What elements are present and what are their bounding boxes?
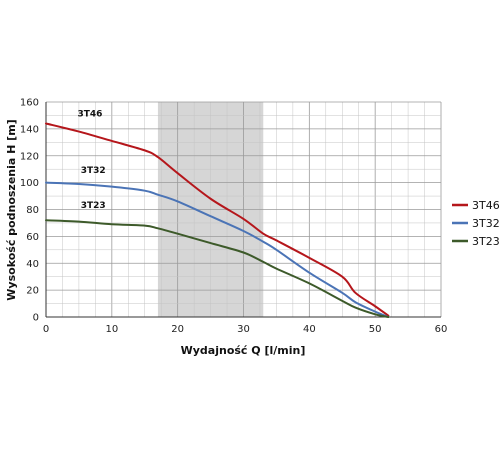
curve-label-3t23: 3T23	[81, 201, 106, 211]
y-tick-label: 80	[26, 205, 39, 216]
y-tick-label: 40	[26, 259, 39, 270]
y-tick-label: 120	[20, 151, 39, 162]
x-tick-label: 40	[303, 324, 316, 335]
curve-label-3t32: 3T32	[81, 166, 106, 176]
tick-labels-layer: 0 10 20 30 40 50 60 0 20 40 60 80 100 120 140 160	[20, 98, 447, 336]
legend-label-3t32: 3T32	[472, 217, 500, 230]
x-tick-label: 10	[105, 324, 118, 335]
legend-label-3t46: 3T46	[472, 199, 500, 212]
series-line-3t32	[45, 181, 390, 318]
y-tick-label: 20	[26, 286, 39, 297]
series-line-3t23	[45, 219, 390, 318]
y-tick-label: 140	[20, 124, 39, 135]
series-line-3t46	[45, 122, 390, 317]
x-tick-label: 20	[171, 324, 184, 335]
series-layer: 3T46 3T32 3T23	[45, 110, 390, 318]
legend-label-3t23: 3T23	[472, 235, 500, 248]
y-tick-label: 0	[33, 313, 39, 324]
curve-label-3t46: 3T46	[77, 110, 102, 120]
x-tick-label: 50	[369, 324, 382, 335]
y-tick-label: 60	[26, 232, 39, 243]
x-tick-label: 30	[237, 324, 250, 335]
y-tick-label: 160	[20, 98, 39, 109]
x-tick-label: 60	[435, 324, 448, 335]
axis-layer	[45, 102, 441, 318]
y-axis-title: Wysokość podnoszenia H [m]	[5, 119, 18, 300]
y-tick-label: 100	[20, 178, 39, 189]
x-tick-label: 0	[43, 324, 49, 335]
legend: 3T46 3T32 3T23	[452, 199, 500, 248]
x-axis-title: Wydajność Q [l/min]	[181, 344, 306, 357]
